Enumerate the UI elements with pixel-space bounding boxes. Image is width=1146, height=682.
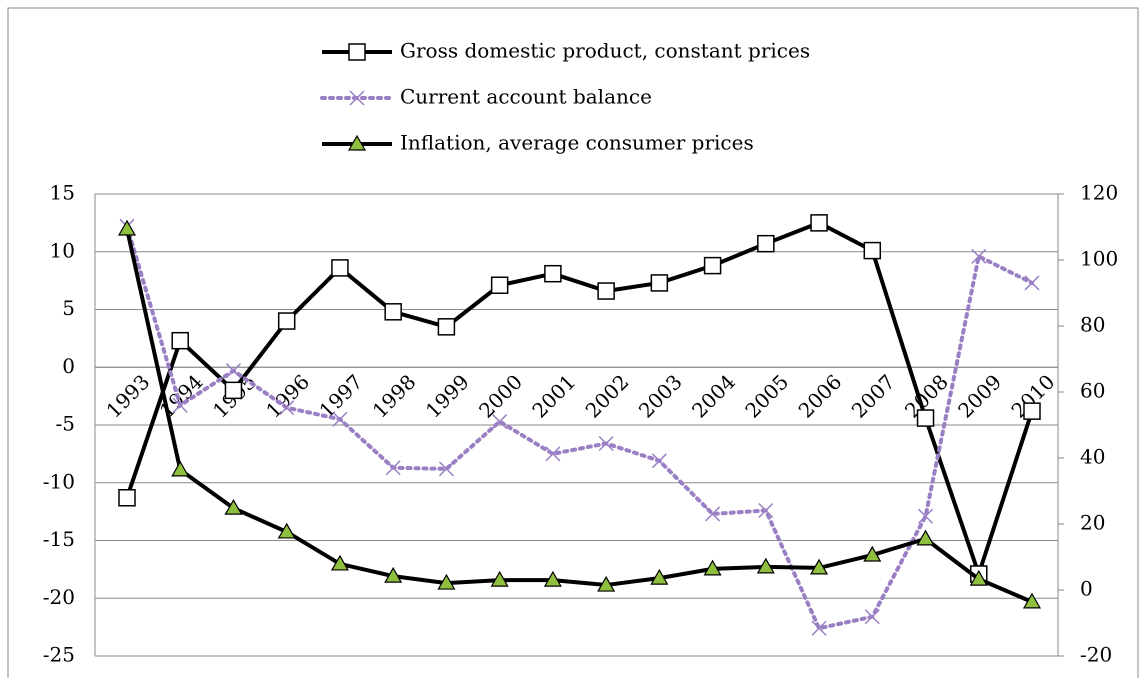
series-line: [125, 224, 1034, 631]
y-tick-label: -20: [43, 585, 75, 609]
marker: [543, 570, 562, 587]
marker: [810, 558, 829, 575]
x-tick-label: 2006: [794, 370, 847, 423]
marker: [864, 609, 880, 625]
legend-label: Gross domestic product, constant prices: [400, 39, 810, 63]
marker: [492, 414, 508, 430]
marker: [863, 545, 882, 562]
marker: [490, 570, 509, 587]
marker: [172, 397, 188, 413]
marker: [971, 248, 987, 264]
marker: [277, 522, 296, 539]
marker: [385, 460, 401, 476]
marker: [705, 506, 721, 522]
x-tick-label: 2007: [847, 370, 900, 423]
marker: [224, 498, 243, 515]
marker: [598, 435, 614, 452]
legend-marker: [348, 43, 366, 61]
y2-tick-label: -20: [1080, 643, 1112, 667]
y-tick-label: -25: [43, 643, 75, 667]
x-tick-label: 2005: [740, 370, 793, 423]
marker: [224, 381, 243, 400]
marker: [703, 559, 722, 576]
legend-marker: [347, 134, 367, 151]
y2-tick-label: 80: [1080, 313, 1105, 337]
legend-marker: [349, 90, 365, 106]
x-tick-label: 1996: [261, 370, 314, 423]
x-tick-label: 2009: [953, 370, 1006, 423]
marker: [332, 411, 348, 427]
y-tick-label: -15: [43, 527, 75, 551]
marker: [758, 502, 774, 519]
marker: [757, 234, 775, 253]
marker: [1024, 275, 1040, 291]
legend-label: Inflation, average consumer prices: [400, 131, 754, 155]
y-tick-label: 0: [62, 354, 75, 378]
marker: [650, 568, 669, 585]
marker: [916, 409, 935, 427]
marker: [545, 446, 561, 462]
x-tick-label: 2000: [474, 370, 527, 423]
y2-tick-label: 120: [1080, 181, 1118, 205]
marker: [863, 241, 882, 260]
marker: [437, 318, 456, 336]
y-tick-label: -10: [43, 469, 75, 493]
marker: [917, 508, 934, 524]
marker: [811, 620, 827, 636]
marker: [1023, 402, 1041, 420]
marker: [703, 256, 722, 275]
x-tick-label: 2004: [687, 370, 740, 423]
chart-border: [7, 7, 1139, 682]
marker: [969, 569, 988, 586]
x-tick-label: 1999: [421, 370, 474, 423]
x-tick-label: 1993: [101, 370, 154, 423]
marker: [437, 573, 456, 590]
x-tick-label: 2003: [634, 370, 687, 423]
marker: [225, 363, 242, 379]
marker: [279, 400, 295, 416]
y2-tick-label: 40: [1080, 445, 1105, 469]
y2-tick-label: 60: [1080, 379, 1105, 403]
marker: [756, 557, 775, 574]
marker: [916, 529, 935, 546]
marker: [597, 575, 616, 592]
y-tick-label: 10: [50, 238, 75, 262]
series-line: [125, 228, 1033, 604]
marker: [330, 554, 349, 571]
marker: [490, 276, 509, 294]
y2-tick-label: 20: [1080, 511, 1105, 535]
marker: [438, 461, 454, 477]
x-tick-label: 2002: [581, 370, 634, 423]
marker: [650, 274, 669, 292]
marker: [651, 453, 667, 469]
marker: [277, 312, 296, 330]
y2-tick-label: 100: [1080, 247, 1118, 271]
y2-tick-label: 0: [1080, 577, 1093, 601]
y-tick-label: 5: [62, 296, 75, 320]
marker: [117, 219, 137, 236]
marker: [331, 259, 349, 277]
marker: [810, 214, 828, 232]
marker: [171, 460, 190, 477]
series-line: [125, 220, 1034, 581]
marker: [384, 303, 402, 321]
x-tick-label: 2001: [527, 370, 580, 423]
marker: [1022, 592, 1042, 609]
marker: [544, 264, 562, 283]
y-tick-label: -5: [56, 412, 75, 436]
x-tick-label: 1998: [368, 370, 421, 423]
y-tick-label: 15: [50, 181, 75, 205]
marker: [171, 331, 189, 350]
marker: [597, 282, 615, 300]
marker: [384, 566, 403, 583]
legend-label: Current account balance: [400, 85, 652, 109]
marker: [118, 489, 136, 507]
